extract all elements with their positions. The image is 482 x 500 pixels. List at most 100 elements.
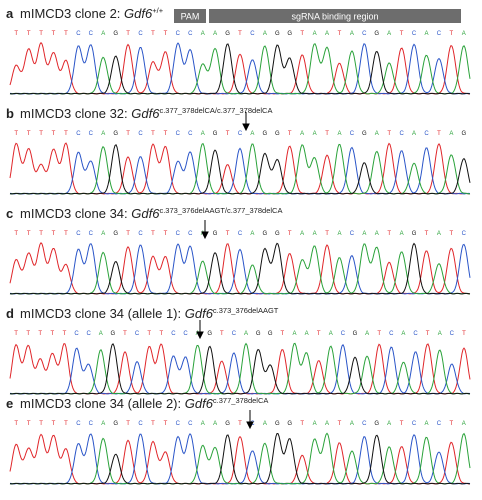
base: T <box>159 331 163 337</box>
base: T <box>220 331 224 337</box>
base: A <box>250 131 254 137</box>
trace <box>10 243 471 295</box>
base: A <box>462 421 466 427</box>
base: C <box>138 421 143 427</box>
panel-title: mIMCD3 clone 2: Gdf6+/+ <box>20 6 164 21</box>
base: A <box>201 421 205 427</box>
base: T <box>387 231 391 237</box>
base: G <box>213 231 218 237</box>
base: G <box>287 421 292 427</box>
base: T <box>123 331 127 337</box>
genotype: c.377_378delCA <box>213 396 268 405</box>
gene-name: Gdf6 <box>131 106 160 121</box>
base: C <box>188 131 193 137</box>
trace <box>9 241 471 295</box>
base: C <box>350 131 355 137</box>
panel-label: c <box>6 206 13 221</box>
base: C <box>188 31 193 37</box>
base: C <box>412 31 417 37</box>
base: T <box>64 421 68 427</box>
base: C <box>232 331 237 337</box>
sequence: TTTTTCCAGTCTTCCAGTCAGGTAATACGATCACTACT <box>14 331 466 337</box>
panel-title: mIMCD3 clone 34: Gdf6c.373_376delAAGT/c.… <box>20 206 282 221</box>
title-text: mIMCD3 clone 34 (allele 2): <box>20 396 185 411</box>
base: T <box>164 421 168 427</box>
base: A <box>313 31 317 37</box>
base: T <box>164 231 168 237</box>
gene-name: Gdf6 <box>124 6 153 21</box>
base: T <box>38 331 42 337</box>
base: A <box>329 331 333 337</box>
base: T <box>14 131 18 137</box>
base: C <box>238 231 243 237</box>
base: G <box>263 231 268 237</box>
base: T <box>39 421 43 427</box>
base: A <box>424 421 428 427</box>
base: A <box>101 231 105 237</box>
sgrna-label: sgRNA binding region <box>291 12 378 22</box>
base: G <box>113 31 118 37</box>
trace <box>9 41 471 95</box>
base: T <box>151 421 155 427</box>
base: C <box>389 331 394 337</box>
base: T <box>27 421 31 427</box>
base: A <box>438 331 442 337</box>
base: T <box>462 331 466 337</box>
base: C <box>424 131 429 137</box>
trace <box>9 432 471 485</box>
base: C <box>176 231 181 237</box>
base: T <box>338 421 342 427</box>
base: A <box>213 421 217 427</box>
pam-label: PAM <box>181 12 200 22</box>
base: G <box>111 331 116 337</box>
base: A <box>313 421 317 427</box>
base: T <box>27 231 31 237</box>
base: T <box>317 331 321 337</box>
panel: d mIMCD3 clone 34 (allele 1): Gdf6c.373_3… <box>6 306 471 395</box>
base: C <box>76 231 81 237</box>
base: T <box>288 131 292 137</box>
base: A <box>101 131 105 137</box>
trace <box>10 432 471 485</box>
base: C <box>437 421 442 427</box>
base: A <box>375 231 379 237</box>
base: G <box>275 421 280 427</box>
base: T <box>400 421 404 427</box>
base: T <box>164 131 168 137</box>
base: T <box>14 421 18 427</box>
base: A <box>263 421 267 427</box>
base: C <box>76 31 81 37</box>
base: T <box>151 131 155 137</box>
base: T <box>14 231 18 237</box>
base: G <box>268 331 273 337</box>
base: T <box>64 231 68 237</box>
base: C <box>76 131 81 137</box>
trace <box>9 432 471 485</box>
base: A <box>449 131 453 137</box>
base: C <box>341 331 346 337</box>
genotype: c.373_376delAAGT <box>213 306 279 315</box>
base: T <box>425 231 429 237</box>
base: C <box>89 421 94 427</box>
base: T <box>64 131 68 137</box>
base: C <box>250 31 255 37</box>
base: T <box>238 31 242 37</box>
base: A <box>201 31 205 37</box>
base: G <box>374 31 379 37</box>
base: T <box>126 231 130 237</box>
base: A <box>462 31 466 37</box>
panel-label: d <box>6 306 14 321</box>
base: T <box>226 131 230 137</box>
base: G <box>353 331 358 337</box>
base: G <box>113 131 118 137</box>
panel-title: mIMCD3 clone 34 (allele 2): Gdf6c.377_37… <box>20 396 268 411</box>
base: T <box>226 231 230 237</box>
base: A <box>300 131 304 137</box>
base: T <box>281 331 285 337</box>
panel-label: b <box>6 106 14 121</box>
base: T <box>238 421 242 427</box>
base: A <box>401 331 405 337</box>
gene-name: Gdf6 <box>131 206 160 221</box>
